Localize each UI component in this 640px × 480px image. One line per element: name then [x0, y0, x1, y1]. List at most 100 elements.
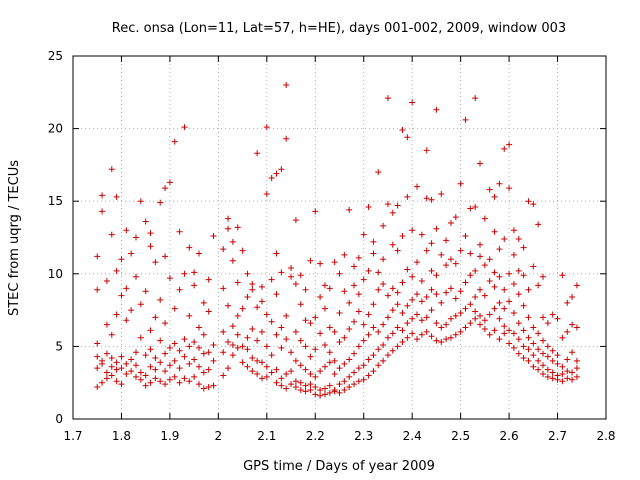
data-point — [331, 259, 338, 266]
y-axis-label: STEC from uqrg / TECUs — [7, 160, 22, 316]
data-point — [307, 320, 314, 327]
grid — [73, 56, 606, 419]
data-point — [365, 356, 372, 363]
data-point — [263, 124, 270, 131]
data-point — [307, 381, 314, 388]
data-point — [239, 343, 246, 350]
data-point — [103, 278, 110, 285]
x-tick-label: 1.7 — [63, 429, 82, 443]
data-point — [263, 373, 270, 380]
data-point — [384, 334, 391, 341]
data-point — [559, 363, 566, 370]
data-point — [477, 312, 484, 319]
data-point — [283, 370, 290, 377]
data-point — [457, 310, 464, 317]
data-point — [157, 359, 164, 366]
data-point — [355, 378, 362, 385]
data-point — [559, 334, 566, 341]
data-point — [355, 308, 362, 315]
data-point — [273, 291, 280, 298]
data-point — [394, 343, 401, 350]
data-point — [258, 298, 265, 305]
data-point — [423, 328, 430, 335]
data-point — [268, 318, 275, 325]
data-point — [384, 352, 391, 359]
data-point — [292, 280, 299, 287]
data-point — [103, 375, 110, 382]
data-point — [113, 193, 120, 200]
data-point — [220, 246, 227, 253]
data-point — [510, 310, 517, 317]
data-point — [108, 331, 115, 338]
data-point — [336, 310, 343, 317]
data-point — [191, 373, 198, 380]
data-point — [103, 350, 110, 357]
data-point — [418, 317, 425, 324]
data-point — [263, 190, 270, 197]
data-point — [249, 325, 256, 332]
data-point — [467, 272, 474, 279]
data-point — [288, 349, 295, 356]
x-tick-label: 2.5 — [451, 429, 470, 443]
data-point — [312, 391, 319, 398]
data-point — [389, 347, 396, 354]
data-point — [171, 138, 178, 145]
data-point — [452, 260, 459, 267]
data-point — [462, 305, 469, 312]
y-tick-label: 25 — [48, 49, 63, 63]
data-point — [99, 357, 106, 364]
data-point — [477, 286, 484, 293]
data-point — [229, 323, 236, 330]
data-point — [540, 273, 547, 280]
data-point — [399, 310, 406, 317]
data-point — [181, 124, 188, 131]
data-point — [234, 279, 241, 286]
data-point — [438, 324, 445, 331]
data-point — [360, 376, 367, 383]
data-point — [447, 334, 454, 341]
data-point — [525, 357, 532, 364]
data-point — [573, 365, 580, 372]
data-point — [399, 339, 406, 346]
data-point — [564, 328, 571, 335]
data-point — [171, 373, 178, 380]
data-point — [467, 301, 474, 308]
data-point — [205, 349, 212, 356]
data-point — [99, 379, 106, 386]
data-point — [384, 314, 391, 321]
data-point — [370, 250, 377, 257]
data-point — [409, 296, 416, 303]
data-point — [128, 368, 135, 375]
data-point — [549, 311, 556, 318]
data-point — [142, 372, 149, 379]
data-point — [326, 359, 333, 366]
data-point — [195, 381, 202, 388]
data-point — [244, 294, 251, 301]
data-point — [326, 349, 333, 356]
data-point — [409, 330, 416, 337]
data-point — [394, 289, 401, 296]
data-point — [457, 288, 464, 295]
data-point — [346, 384, 353, 391]
data-point — [346, 325, 353, 332]
data-point — [559, 370, 566, 377]
data-point — [404, 334, 411, 341]
data-point — [244, 270, 251, 277]
data-point — [530, 201, 537, 208]
data-point — [341, 360, 348, 367]
data-point — [229, 238, 236, 245]
data-point — [544, 343, 551, 350]
data-point — [283, 385, 290, 392]
data-point — [375, 286, 382, 293]
data-point — [210, 382, 217, 389]
data-point — [220, 349, 227, 356]
data-point — [94, 365, 101, 372]
data-point — [554, 352, 561, 359]
data-point — [268, 369, 275, 376]
data-point — [423, 314, 430, 321]
data-point — [103, 321, 110, 328]
data-point — [321, 363, 328, 370]
data-point — [443, 262, 450, 269]
data-point — [525, 314, 532, 321]
data-point — [171, 305, 178, 312]
